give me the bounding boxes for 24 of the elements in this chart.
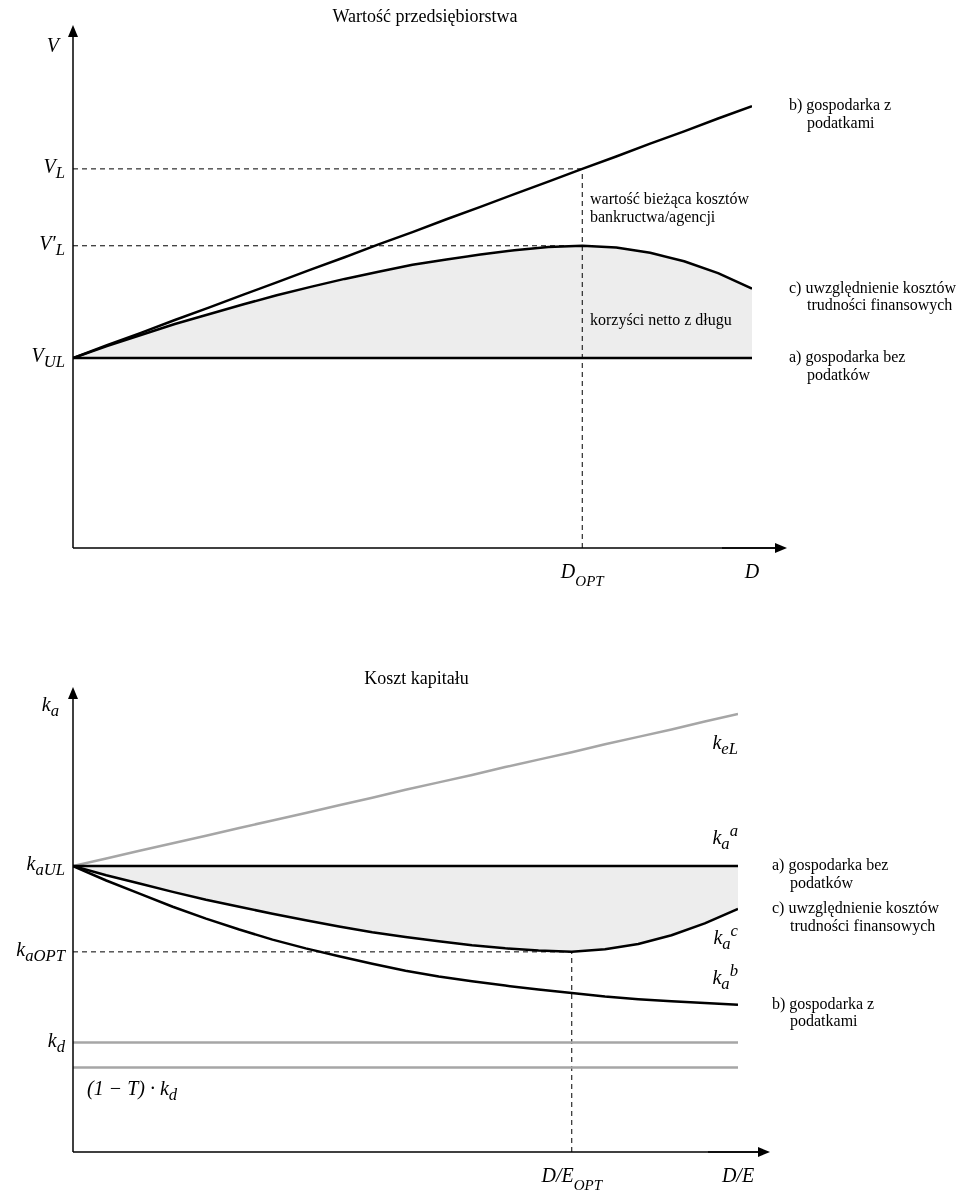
x-tick-label: D$_{OPT}$ xyxy=(559,560,606,589)
text: a) gospodarka bez podatków xyxy=(789,348,907,384)
text: a) gospodarka bez podatków xyxy=(772,856,890,892)
text: c) uwzględnienie kosztów trudności finansowych xyxy=(772,898,940,935)
chart-title: Wartość przedsiębiorstwa xyxy=(332,6,518,27)
text: V$_{UL}$ xyxy=(31,344,65,372)
annotation: korzyści netto z długu xyxy=(590,310,732,330)
text: k$_{d}$ xyxy=(47,1029,65,1057)
y-axis-title: k$_{a}$ xyxy=(41,693,59,721)
ref-line-label: k$_{aOPT}$ xyxy=(16,937,65,966)
y-axis-title: V xyxy=(46,33,59,57)
text: b) gospodarka z podatkami xyxy=(789,96,893,132)
annotation: (1 − T) · k$_{d}$ xyxy=(87,1077,178,1105)
ref-line-label: V$_{L}$ xyxy=(43,154,65,183)
chart-title: Koszt kapitału xyxy=(364,668,469,689)
text: c) uwzględnienie kosztów trudności finansowych xyxy=(789,278,957,314)
x-tick-label: D/E$_{OPT}$ xyxy=(540,1164,604,1193)
text: b) gospodarka z podatkami xyxy=(772,994,876,1031)
x-tick-label: D xyxy=(743,560,760,582)
annotation: k$_{eL}$ xyxy=(712,731,738,759)
x-tick-label: D/E xyxy=(720,1164,755,1186)
annotation: wartość bieżąca kosztów bankructwa/agencji xyxy=(590,189,751,227)
ref-line-label: V′$_{L}$ xyxy=(39,231,65,260)
text: k$_{aUL}$ xyxy=(26,852,65,880)
